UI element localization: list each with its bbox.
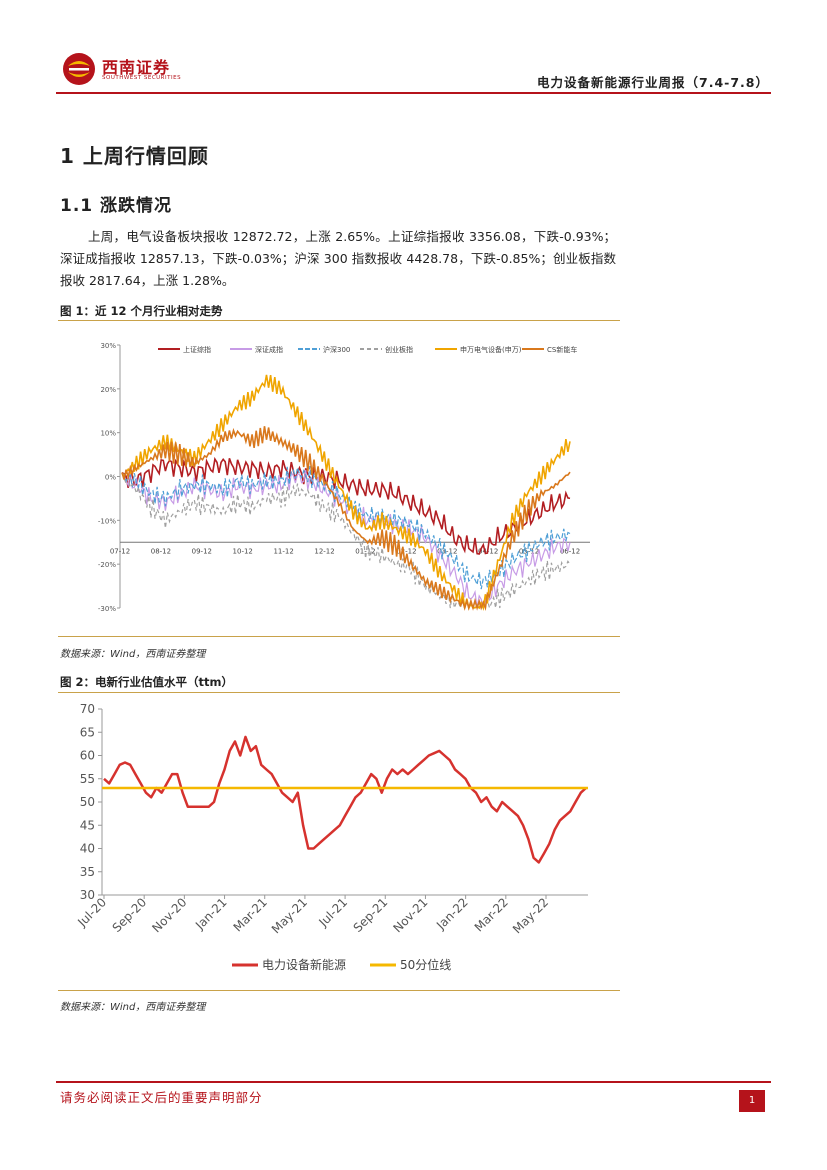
chart1-legend-label: 创业板指 [385, 345, 413, 354]
figure-1-top-rule [58, 320, 620, 321]
section-heading: 1 上周行情回顾 [60, 144, 209, 168]
chart1-legend-label: 申万电气设备(申万) [460, 345, 522, 354]
chart2-y-tick-label: 60 [80, 749, 95, 763]
chart2-x-tick-label: Jan-22 [433, 895, 471, 933]
chart1-x-tick-label: 08-12 [151, 547, 171, 555]
footer-disclaimer: 请务必阅读正文后的重要声明部分 [60, 1090, 263, 1105]
figure-2-bottom-rule [58, 990, 620, 991]
chart1-x-tick-label: 01-12 [355, 547, 375, 555]
chart2-legend-label: 电力设备新能源 [262, 957, 346, 972]
chart1-series-line [121, 466, 571, 590]
chart2-x-tick-label: Sep-20 [110, 895, 150, 935]
chart2-y-tick-label: 55 [80, 772, 95, 786]
footer-divider [56, 1081, 771, 1083]
header-divider [56, 92, 771, 94]
chart2-y-tick-label: 50 [80, 795, 95, 809]
chart2-y-tick-label: 30 [80, 888, 95, 902]
figure-2-top-rule [58, 692, 620, 693]
chart2-x-tick-label: May-21 [269, 895, 310, 936]
chart2-y-tick-label: 70 [80, 702, 95, 716]
chart1-y-tick-label: -20% [98, 561, 116, 569]
chart1-series-line [121, 456, 571, 555]
chart2-y-tick-label: 65 [80, 725, 95, 739]
figure-2-source: 数据来源：Wind，西南证券整理 [60, 1002, 206, 1013]
chart1-x-tick-label: 05-12 [519, 547, 539, 555]
figure-2-title: 图 2：电新行业估值水平（ttm） [60, 675, 233, 689]
chart1-x-tick-label: 11-12 [273, 547, 293, 555]
chart1-x-tick-label: 09-12 [192, 547, 212, 555]
chart1-x-tick-label: 06-12 [560, 547, 580, 555]
logo-text-cn: 西南证券 [102, 58, 171, 77]
chart1-y-tick-label: 0% [105, 474, 116, 482]
chart2-y-tick-label: 40 [80, 842, 95, 856]
chart1-series-line [121, 472, 571, 611]
chart2-x-tick-label: Nov-21 [390, 895, 430, 935]
chart2-y-tick-label: 35 [80, 865, 95, 879]
chart1-y-tick-label: -30% [98, 605, 116, 613]
chart2-x-tick-label: May-22 [510, 895, 551, 936]
chart1-x-tick-label: 07-12 [110, 547, 130, 555]
chart2-y-tick-label: 45 [80, 818, 95, 832]
relative-performance-chart: 30% 20% 10% 0% -10% -20% -30% 07-12 08-12 09-12 10… [98, 342, 590, 613]
chart2-x-tick-label: Nov-20 [149, 895, 189, 935]
chart1-legend-label: 沪深300 [323, 345, 350, 354]
chart1-x-tick-label: 03-12 [437, 547, 457, 555]
report-title: 电力设备新能源行业周报（7.4-7.8） [537, 75, 769, 90]
subsection-heading: 1.1 涨跌情况 [60, 196, 173, 216]
chart1-legend-label: 深证成指 [255, 345, 283, 354]
logo-text-en: SOUTHWEST SECURITIES [102, 75, 182, 81]
chart2-x-tick-label: Sep-21 [351, 895, 391, 935]
chart1-x-tick-label: 12-12 [314, 547, 334, 555]
logo-mark-icon [63, 53, 95, 85]
chart2-x-tick-label: Mar-21 [231, 895, 270, 934]
chart1-x-tick-label: 02-12 [396, 547, 416, 555]
chart2-pe-line [103, 735, 587, 864]
chart1-series-line [121, 374, 571, 611]
chart1-y-tick-label: 20% [100, 386, 116, 394]
company-logo: 西南证券 SOUTHWEST SECURITIES [62, 50, 202, 88]
market-summary-paragraph: 上周，电气设备板块报收 12872.72，上涨 2.65%。上证综指报收 335… [60, 229, 616, 288]
chart1-legend-label: 上证综指 [183, 345, 211, 354]
chart1-legend-label: CS新能车 [547, 345, 577, 354]
page-number: 1 [739, 1090, 765, 1112]
chart1-y-tick-label: 30% [100, 342, 116, 350]
figure-1-source: 数据来源：Wind，西南证券整理 [60, 649, 206, 660]
chart1-series-line [121, 426, 571, 612]
figure-1-bottom-rule [58, 636, 620, 637]
chart2-x-tick-label: Jul-21 [316, 895, 351, 930]
figure-1-title: 图 1：近 12 个月行业相对走势 [60, 304, 223, 318]
chart1-y-tick-label: -10% [98, 517, 116, 525]
chart2-x-tick-label: Jan-21 [192, 895, 230, 933]
chart2-x-tick-label: Mar-22 [472, 895, 511, 934]
chart1-y-tick-label: 10% [100, 430, 116, 438]
chart1-x-tick-label: 10-12 [233, 547, 253, 555]
chart2-legend-label: 50分位线 [400, 957, 451, 972]
